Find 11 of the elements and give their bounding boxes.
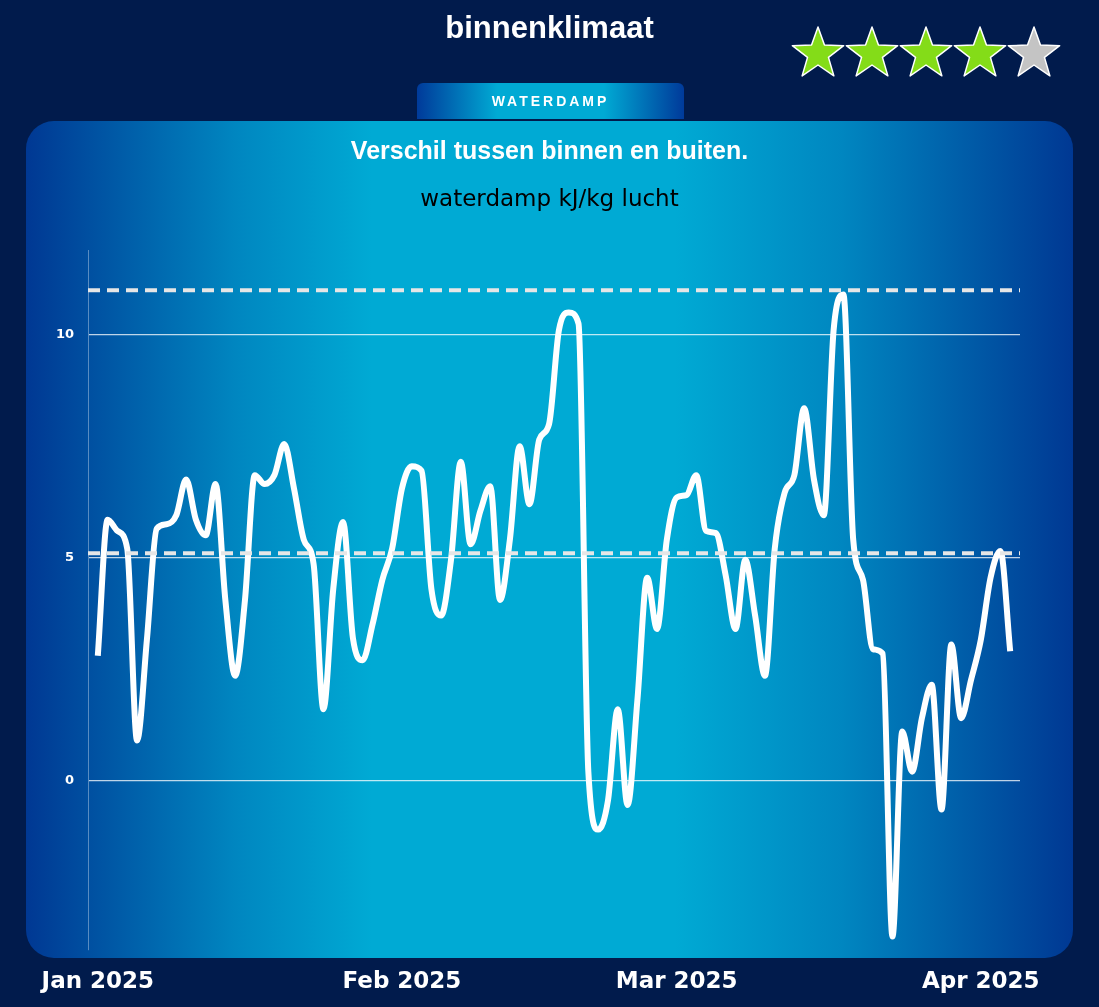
x-tick-label: Jan 2025 bbox=[39, 966, 155, 993]
y-tick-label: 0 bbox=[64, 771, 74, 787]
y-tick-label: 5 bbox=[64, 549, 74, 565]
text: WATERDAMP bbox=[417, 83, 684, 119]
x-tick-label: Feb 2025 bbox=[342, 966, 462, 993]
chart-subtitle: Verschil tussen binnen en buiten. bbox=[349, 136, 750, 165]
x-tick-label: Mar 2025 bbox=[615, 966, 738, 993]
chart-title: binnenklimaat bbox=[444, 10, 655, 46]
x-tick-label: Apr 2025 bbox=[921, 966, 1040, 993]
y-tick-label: 10 bbox=[55, 326, 74, 342]
y-axis-title: waterdamp kJ/kg lucht bbox=[419, 185, 680, 211]
